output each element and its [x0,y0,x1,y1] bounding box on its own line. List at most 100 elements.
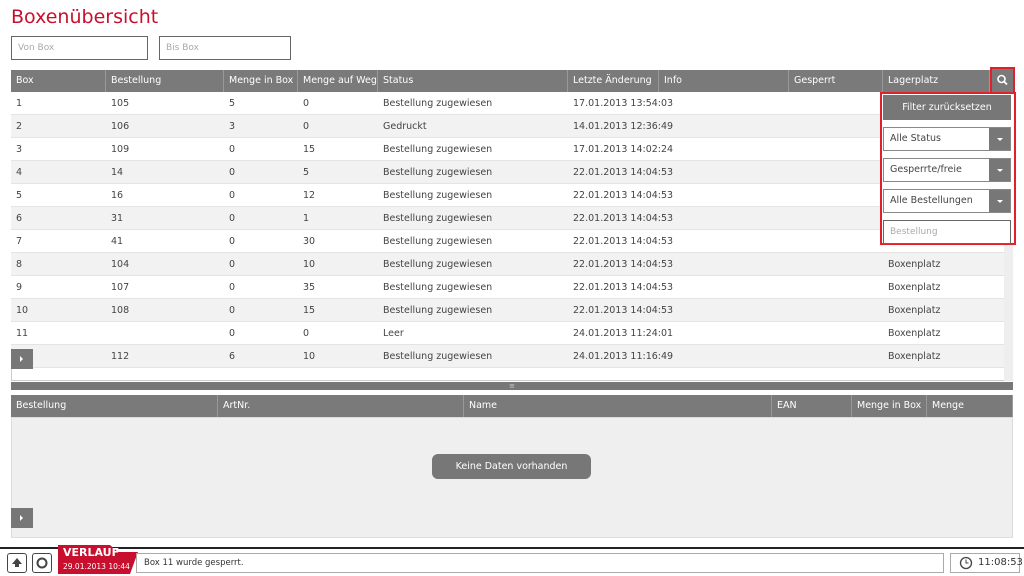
table-cell: 6 [16,213,23,224]
table-cell: 2 [16,121,23,132]
table-cell: Boxenplatz [888,351,941,362]
table-row[interactable]: 9 107 0 35 Bestellung zugewiesen 22.01.2013 1… [11,276,1004,299]
table-cell: Bestellung zugewiesen [383,351,493,362]
table-cell: 0 [303,98,310,109]
column-header: Gesperrt [789,70,883,92]
table-cell: 0 [229,305,236,316]
table-cell: 105 [111,98,130,109]
column-header: Status [378,70,568,92]
table-row[interactable]: 10 108 0 15 Bestellung zugewiesen 22.01.2013 … [11,299,1004,322]
column-header: Box [11,70,106,92]
empty-message: Keine Daten vorhanden [432,454,591,479]
column-header: Menge in Box [852,395,927,417]
table-row[interactable]: 2 106 3 0 Gedruckt 14.01.2013 12:36:49 [11,115,1004,138]
table-row[interactable]: 1 105 5 0 Bestellung zugewiesen 17.01.2013 13… [11,92,1004,115]
select-text: Alle Bestellungen [890,195,973,206]
table-cell: Bestellung zugewiesen [383,167,493,178]
table-cell: 0 [303,328,310,339]
to-box-input[interactable]: Bis Box [159,36,291,60]
table-cell: 0 [229,144,236,155]
refresh-button[interactable] [32,553,52,573]
order-input[interactable]: Bestellung [883,220,1011,244]
table-cell: 22.01.2013 14:04:53 [573,259,674,270]
refresh-icon [36,557,48,569]
table-cell: 0 [229,328,236,339]
select-text: Alle Status [890,133,941,144]
table-cell: 14.01.2013 12:36:49 [573,121,674,132]
table-cell: Boxenplatz [888,328,941,339]
table-cell: Boxenplatz [888,259,941,270]
column-header: EAN [772,395,852,417]
from-box-input[interactable]: Von Box [11,36,148,60]
table-cell: 0 [229,236,236,247]
table-cell: Bestellung zugewiesen [383,236,493,247]
table-cell: 17.01.2013 14:02:24 [573,144,674,155]
select-text: Gesperrte/freie [890,164,962,175]
dropdown-arrow [989,128,1010,150]
locked-select[interactable]: Gesperrte/freie [883,158,1011,182]
table-cell: 30 [303,236,316,247]
table-cell: Boxenplatz [888,282,941,293]
table-row[interactable]: 3 109 0 15 Bestellung zugewiesen 17.01.2013 1… [11,138,1004,161]
table-cell: 106 [111,121,130,132]
dropdown-arrow [989,190,1010,212]
history-badge [58,545,138,574]
table-cell: 14 [111,167,124,178]
table-cell: 22.01.2013 14:04:53 [573,213,674,224]
table-row[interactable]: 11 0 0 Leer 24.01.2013 11:24:01 Boxenplatz [11,322,1004,345]
table-cell: 15 [303,305,316,316]
table-cell: 0 [229,167,236,178]
table-cell: 17.01.2013 13:54:03 [573,98,674,109]
table-cell: 41 [111,236,124,247]
column-header: Menge auf Weg [298,70,378,92]
search-button[interactable] [990,67,1015,94]
table-cell: 22.01.2013 14:04:53 [573,190,674,201]
table-cell: 31 [111,213,124,224]
table-cell: 24.01.2013 11:16:49 [573,351,674,362]
table-cell: 22.01.2013 14:04:53 [573,167,674,178]
filter-panel: Filter zurücksetzen Alle Status Gesperrt… [880,92,1016,245]
detail-header: Bestellung ArtNr. Name EAN Menge in Box Menge… [11,395,1013,433]
table-cell: 0 [229,282,236,293]
table-cell: 35 [303,282,316,293]
status-select[interactable]: Alle Status [883,127,1011,151]
table-row[interactable]: 6 31 0 1 Bestellung zugewiesen 22.01.2013 14:… [11,207,1004,230]
upload-button[interactable] [7,553,27,573]
table-cell: 112 [111,351,130,362]
table-cell: Boxenplatz [888,305,941,316]
column-header: Bestellung [106,70,224,92]
footer-line [0,547,1024,549]
table-row[interactable]: 5 16 0 12 Bestellung zugewiesen 22.01.2013 14… [11,184,1004,207]
expand-button[interactable] [11,349,33,369]
column-header: Bestellung [11,395,218,417]
table-row[interactable]: 7 41 0 30 Bestellung zugewiesen 22.01.2013 14… [11,230,1004,253]
expand-button[interactable] [11,508,33,528]
reset-filter-button[interactable]: Filter zurücksetzen [883,95,1011,120]
table-cell: 7 [16,236,23,247]
table-row[interactable]: 8 104 0 10 Bestellung zugewiesen 22.01.2013 1… [11,253,1004,276]
splitter[interactable]: ≡ [11,382,1013,390]
table-cell: 0 [229,213,236,224]
table-cell: 24.01.2013 11:24:01 [573,328,674,339]
history-label[interactable]: VERLAUF [63,546,120,559]
table-cell: 3 [229,121,236,132]
table-cell: Bestellung zugewiesen [383,213,493,224]
table-cell: 10 [303,259,316,270]
table-cell: 5 [16,190,23,201]
table-row[interactable]: 4 14 0 5 Bestellung zugewiesen 22.01.2013 14:… [11,161,1004,184]
table-cell: 12 [303,190,316,201]
table-cell: 4 [16,167,23,178]
column-header: ArtNr. [218,395,464,417]
table-cell: Bestellung zugewiesen [383,282,493,293]
orders-select[interactable]: Alle Bestellungen [883,189,1011,213]
table-cell: 9 [16,282,23,293]
table-body: 1 105 5 0 Bestellung zugewiesen 17.01.2013 13… [11,92,1004,381]
table-cell: 0 [229,259,236,270]
table-cell: 0 [303,121,310,132]
column-header: Name [464,395,772,417]
history-date: 29.01.2013 10:44 [63,562,130,571]
table-cell: 15 [303,144,316,155]
table-row[interactable]: 112 6 10 Bestellung zugewiesen 24.01.2013 11… [11,345,1004,368]
table-cell: 22.01.2013 14:04:53 [573,305,674,316]
table-cell: Bestellung zugewiesen [383,259,493,270]
